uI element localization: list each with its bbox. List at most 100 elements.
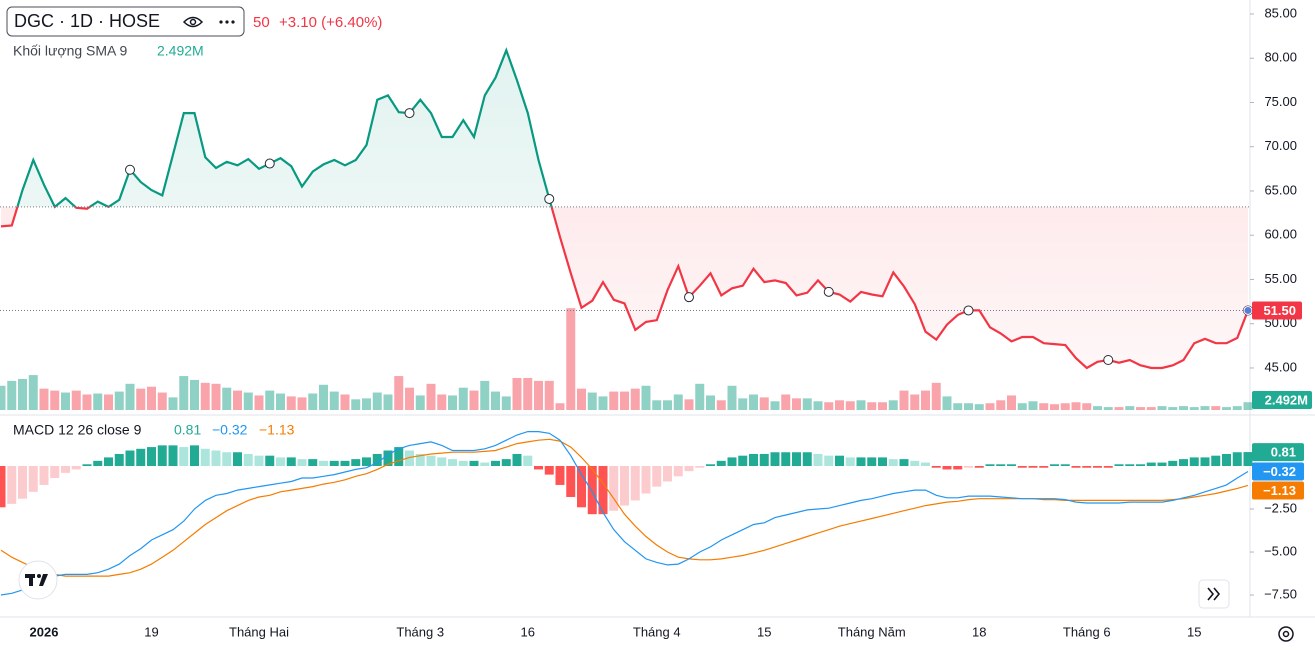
- volume-bar: [813, 401, 823, 410]
- volume-bar: [974, 404, 984, 410]
- volume-bar: [899, 390, 909, 410]
- scroll-right-button[interactable]: [1198, 579, 1230, 609]
- macd-histogram-bar: [39, 466, 49, 485]
- volume-bar: [351, 399, 361, 410]
- volume-bar: [867, 402, 877, 410]
- volume-bar: [1243, 402, 1253, 410]
- macd-histogram-bar: [1243, 452, 1253, 467]
- volume-bar: [534, 380, 543, 410]
- volume-bar: [1017, 403, 1027, 410]
- volume-bar: [663, 400, 672, 410]
- volume-bar: [1028, 401, 1038, 410]
- event-marker: [125, 164, 135, 175]
- volume-bar: [706, 395, 715, 410]
- x-tick-label: Tháng 6: [1063, 624, 1111, 639]
- macd-histogram-bar: [157, 445, 167, 467]
- macd-histogram-bar: [1168, 460, 1178, 467]
- macd-histogram-bar: [512, 453, 522, 467]
- macd-histogram-bar: [114, 453, 124, 467]
- macd-histogram-bar: [82, 464, 92, 467]
- macd-histogram-bar: [222, 452, 232, 467]
- volume-bar: [1114, 407, 1124, 410]
- macd-histogram-bar: [813, 453, 823, 467]
- volume-bar: [759, 397, 769, 410]
- macd-signal-legend: −1.13: [259, 422, 295, 438]
- volume-bar: [383, 394, 393, 410]
- x-tick-label: Tháng Năm: [838, 624, 906, 639]
- volume-bar: [523, 377, 533, 410]
- macd-histogram-bar: [630, 466, 640, 501]
- y-tick-label: 65.00: [1264, 182, 1297, 197]
- change-label: +3.10 (+6.40%): [279, 14, 382, 31]
- macd-histogram-bar: [824, 455, 834, 467]
- macd-histogram-bar: [340, 460, 350, 467]
- volume-bar: [1093, 406, 1102, 410]
- macd-histogram-bar: [61, 466, 70, 473]
- volume-bar: [609, 391, 619, 410]
- macd-histogram-bar: [1050, 464, 1059, 467]
- volume-bar: [265, 390, 275, 410]
- last-price-badge-label: 51.50: [1263, 303, 1296, 318]
- volume-bar: [458, 387, 468, 410]
- volume-bar: [71, 390, 81, 410]
- macd-histogram-bar: [104, 457, 113, 467]
- macd-histogram-bar: [974, 466, 984, 468]
- macd-histogram-bar: [491, 460, 500, 467]
- volume-bar: [555, 403, 565, 410]
- macd-line: [0, 431, 1249, 596]
- symbol-box[interactable]: [6, 6, 245, 37]
- event-marker: [404, 108, 415, 119]
- macd-hist-legend: 0.81: [174, 422, 201, 438]
- macd-histogram-bar: [276, 457, 285, 467]
- macd-histogram-bar: [1060, 464, 1070, 467]
- macd-macd-badge: [1252, 462, 1304, 481]
- volume-bar: [491, 391, 500, 410]
- event-marker: [264, 158, 275, 169]
- macd-histogram-bar: [534, 466, 543, 470]
- eye-icon[interactable]: [182, 16, 204, 28]
- macd-histogram-bar: [308, 459, 318, 467]
- volume-bar: [1103, 407, 1113, 410]
- macd-histogram-bar: [286, 457, 296, 467]
- volume-bar: [544, 380, 554, 410]
- volume-bar: [845, 401, 855, 410]
- volume-bar: [329, 391, 339, 410]
- volume-legend: Khối lượng SMA 9: [13, 43, 127, 59]
- volume-bar: [125, 383, 135, 410]
- macd-histogram-bar: [458, 460, 468, 467]
- x-tick-label: Tháng 3: [396, 624, 444, 639]
- volume-bar: [405, 387, 414, 410]
- macd-histogram-bar: [684, 466, 694, 472]
- macd-histogram-bar: [243, 453, 253, 467]
- macd-histogram-bar: [598, 466, 608, 515]
- settings-icon[interactable]: [1278, 626, 1294, 642]
- more-icon[interactable]: [219, 20, 235, 24]
- macd-histogram-bar: [1125, 464, 1135, 467]
- event-marker: [1103, 355, 1114, 365]
- volume-bar: [211, 383, 221, 410]
- macd-histogram-bar: [1189, 457, 1199, 467]
- macd-histogram-bar: [1146, 462, 1156, 467]
- volume-bar: [749, 394, 758, 410]
- macd-histogram-bar: [469, 460, 479, 467]
- macd-histogram-bar: [1200, 457, 1210, 467]
- x-tick-label: 16: [521, 624, 535, 639]
- volume-bar: [39, 388, 49, 410]
- macd-histogram-bar: [1082, 466, 1092, 468]
- volume-bar: [835, 400, 844, 410]
- macd-histogram-bar: [523, 455, 533, 467]
- macd-histogram-bar: [910, 460, 920, 467]
- tv-logo[interactable]: [18, 560, 58, 600]
- macd-macd-badge-label: −0.32: [1263, 464, 1296, 479]
- volume-bar: [1189, 407, 1199, 410]
- macd-histogram-bar: [620, 466, 629, 506]
- macd-histogram-bar: [1039, 466, 1049, 468]
- volume-bar: [1222, 407, 1231, 410]
- volume-bar: [157, 392, 167, 410]
- macd-histogram-bar: [673, 466, 683, 477]
- macd-histogram-bar: [835, 455, 844, 467]
- volume-bar: [684, 399, 694, 410]
- volume-sma: 2.492M: [157, 43, 204, 59]
- event-marker: [963, 305, 974, 316]
- volume-bar: [931, 382, 941, 410]
